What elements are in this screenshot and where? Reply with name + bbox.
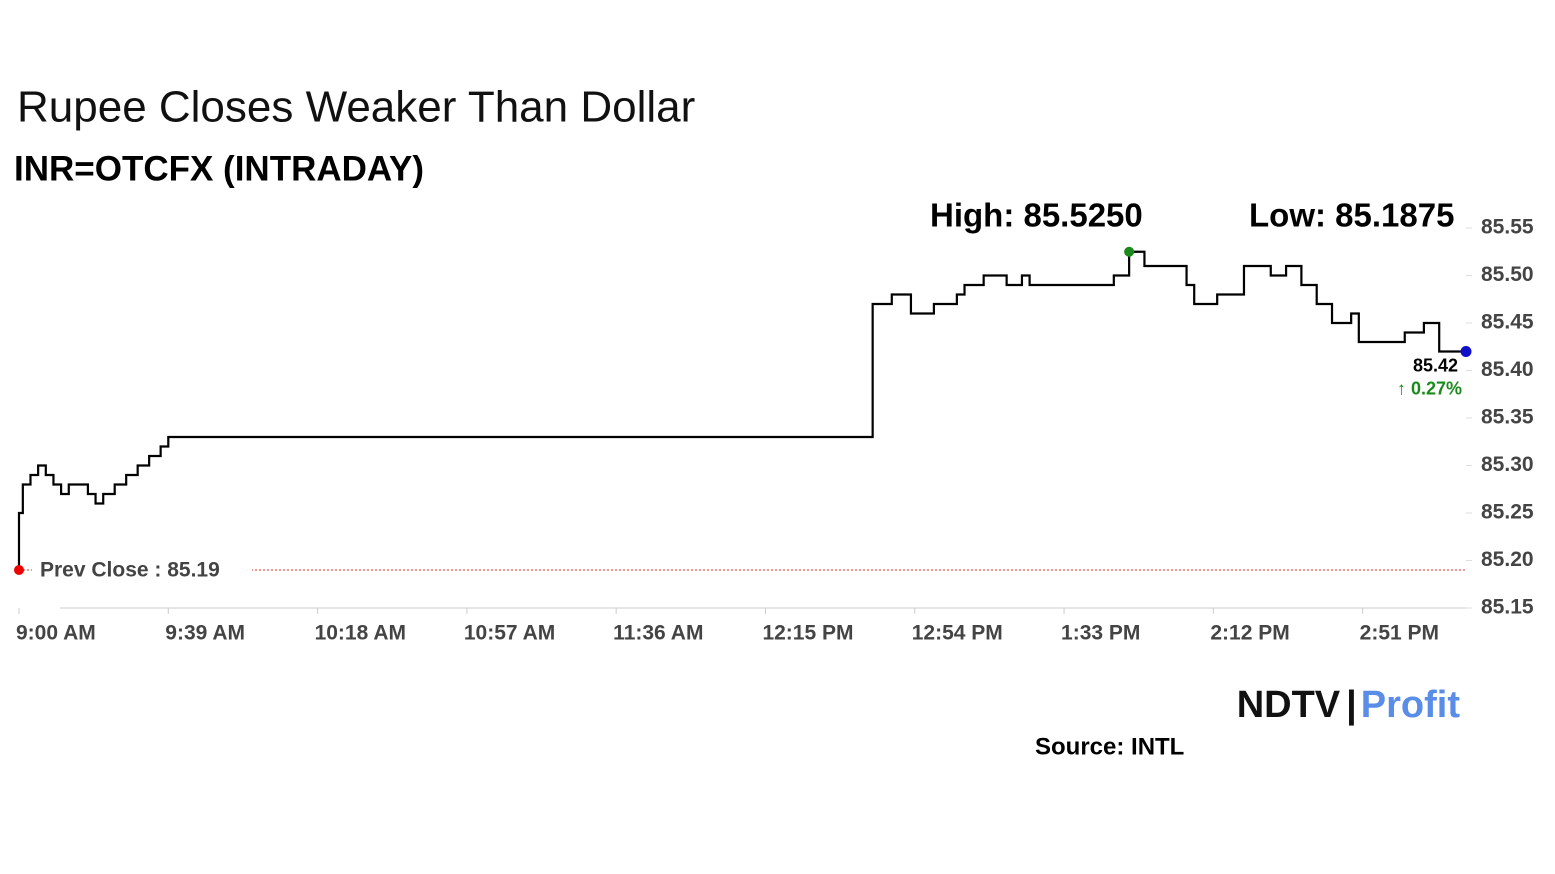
logo-product: Profit <box>1361 684 1461 726</box>
logo-separator: | <box>1346 684 1357 726</box>
chart-subtitle: INR=OTCFX (INTRADAY) <box>14 149 424 188</box>
y-tick-label: 85.20 <box>1481 548 1534 571</box>
change-label: ↑ 0.27% <box>1397 378 1462 398</box>
high-label: High: 85.5250 <box>930 197 1143 234</box>
y-tick-label: 85.50 <box>1481 263 1534 286</box>
prev-close-label-bg <box>32 556 252 584</box>
chart-title: Rupee Closes Weaker Than Dollar <box>17 83 695 132</box>
y-tick-label: 85.15 <box>1481 596 1534 619</box>
price-line <box>17 250 1466 570</box>
y-tick-label: 85.25 <box>1481 501 1534 524</box>
low-label: Low: 85.1875 <box>1249 197 1454 234</box>
y-tick-label: 85.45 <box>1481 311 1534 334</box>
y-tick-label: 85.40 <box>1481 358 1534 381</box>
prev-close-label: Prev Close : 85.19 <box>40 559 220 582</box>
prev-close-dot <box>14 565 24 575</box>
logo-brand: NDTV <box>1237 684 1341 726</box>
high-dot <box>1124 246 1135 257</box>
last-dot <box>1460 346 1472 357</box>
x-tick-label: 9:39 AM <box>165 622 245 645</box>
x-tick-label: 12:15 PM <box>762 622 853 645</box>
x-tick-label: 10:18 AM <box>315 622 406 645</box>
x-tick-label: 11:36 AM <box>613 622 703 645</box>
y-tick-label: 85.30 <box>1481 453 1534 476</box>
x-tick-label: 1:33 PM <box>1061 622 1140 645</box>
y-tick-label: 85.55 <box>1481 216 1534 239</box>
x-tick-label: 2:51 PM <box>1360 622 1439 645</box>
x-tick-label: 10:57 AM <box>464 622 555 645</box>
source: Source: INTL <box>1035 733 1184 760</box>
x-tick-label: 12:54 PM <box>912 622 1003 645</box>
x-tick-label: 2:12 PM <box>1210 622 1289 645</box>
last-label: 85.42 <box>1413 355 1458 375</box>
y-tick-label: 85.35 <box>1481 406 1534 429</box>
logo: NDTV | Profit <box>1237 684 1461 726</box>
x-tick-label: 9:00 AM <box>16 622 96 645</box>
